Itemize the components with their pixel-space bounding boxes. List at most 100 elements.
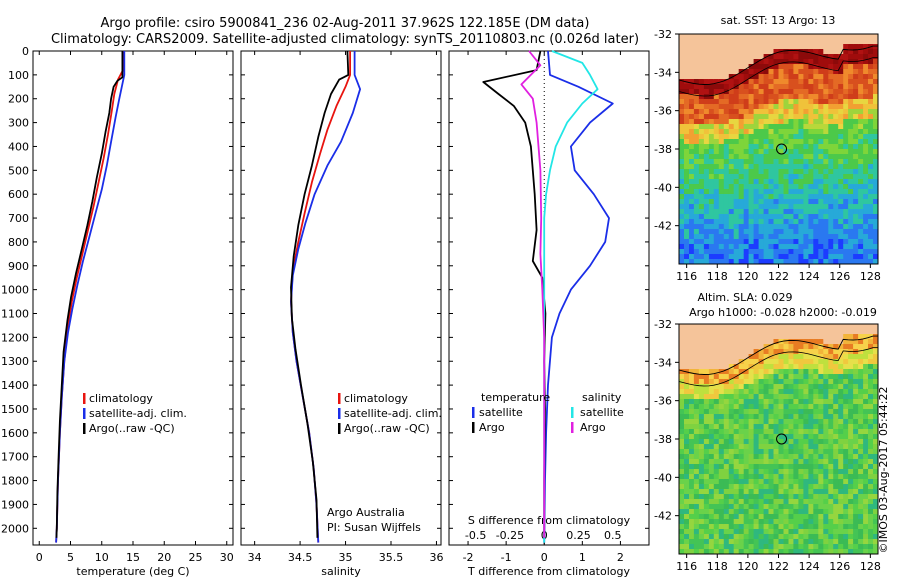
map-cell [793, 504, 799, 510]
map-cell [743, 324, 750, 330]
map-cell [853, 114, 859, 120]
map-cell [768, 329, 774, 335]
map-cell [689, 504, 695, 510]
legend-label: climatology [89, 392, 153, 405]
map-cell [833, 549, 839, 555]
map-cell [793, 524, 799, 530]
map-cell [793, 459, 799, 465]
map-cell [818, 454, 824, 460]
map-cell [788, 254, 794, 260]
map-cell [693, 474, 700, 480]
map-cell [773, 159, 779, 165]
map-cell [773, 549, 779, 555]
map-cell [863, 449, 869, 455]
map-cell [803, 189, 809, 195]
map-cell [848, 84, 854, 90]
map-cell [863, 84, 869, 90]
map-cell [808, 169, 814, 175]
map-cell [868, 244, 874, 250]
map-cell [768, 169, 774, 175]
map-cell [858, 514, 864, 520]
map-cell [713, 89, 720, 95]
map-cell [788, 229, 794, 235]
map-cell [843, 514, 849, 520]
map-cell [743, 334, 750, 340]
map-cell [723, 94, 730, 100]
map-cell [718, 524, 725, 530]
map-cell [689, 524, 695, 530]
map-cell [753, 174, 759, 180]
map-cell [788, 389, 794, 395]
map-cell [863, 434, 869, 440]
map-cell [698, 509, 705, 515]
map-cell [848, 219, 854, 225]
map-cell [808, 409, 814, 415]
map-cell [708, 344, 715, 350]
x-tick-label: 122 [768, 560, 789, 573]
map-cell [703, 539, 710, 545]
map-cell [713, 179, 720, 185]
map-cell [708, 84, 715, 90]
map-cell [763, 244, 769, 250]
map-cell [753, 244, 759, 250]
map-cell [763, 44, 769, 50]
series-line [543, 50, 614, 543]
map-cell [718, 134, 725, 140]
map-cell [723, 189, 730, 195]
map-cell [693, 39, 700, 45]
map-cell [823, 544, 829, 550]
map-cell [748, 524, 754, 530]
map-cell [758, 134, 764, 140]
map-cell [748, 234, 754, 240]
map-cell [833, 219, 839, 225]
map-cell [703, 384, 710, 390]
map-cell [684, 439, 690, 445]
map-cell [743, 524, 750, 530]
map-cell [708, 339, 715, 345]
map-sst-map: 116 118 120 122 124 126 128-32-34-36-38-40-42 [654, 28, 881, 283]
map-cell [728, 139, 735, 145]
map-cell [679, 54, 685, 60]
map-cell [684, 414, 690, 420]
map-cell [823, 189, 829, 195]
map-cell [684, 339, 690, 345]
map-cell [773, 234, 779, 240]
map-cell [684, 409, 690, 415]
map-cell [793, 34, 799, 40]
map-cell [848, 404, 854, 410]
map-cell [763, 214, 769, 220]
map-cell [808, 374, 814, 380]
map-cell [693, 514, 700, 520]
map-cell [853, 414, 859, 420]
map-cell [778, 459, 784, 465]
map-cell [873, 209, 879, 215]
map-cell [679, 479, 685, 485]
map-cell [838, 44, 844, 50]
map-cell [768, 114, 774, 120]
map-cell [813, 89, 819, 95]
map-cell [763, 49, 769, 55]
map-cell [758, 394, 764, 400]
map-cell [873, 44, 879, 50]
map-cell [748, 224, 754, 230]
map-cell [708, 499, 715, 505]
map-cell [684, 419, 690, 425]
map-cell [743, 89, 750, 95]
map-cell [728, 214, 735, 220]
map-cell [823, 499, 829, 505]
map-cell [778, 119, 784, 125]
map-cell [758, 124, 764, 130]
y-tick-label: 400 [8, 140, 29, 153]
map-cell [813, 259, 819, 265]
map-cell [763, 374, 769, 380]
map-cell [808, 44, 814, 50]
map-cell [733, 324, 740, 330]
map-cell [838, 134, 844, 140]
map-cell [679, 449, 685, 455]
map-cell [693, 404, 700, 410]
map-cell [689, 79, 695, 85]
map-cell [863, 344, 869, 350]
map-cell [758, 469, 764, 475]
map-cell [798, 424, 804, 430]
